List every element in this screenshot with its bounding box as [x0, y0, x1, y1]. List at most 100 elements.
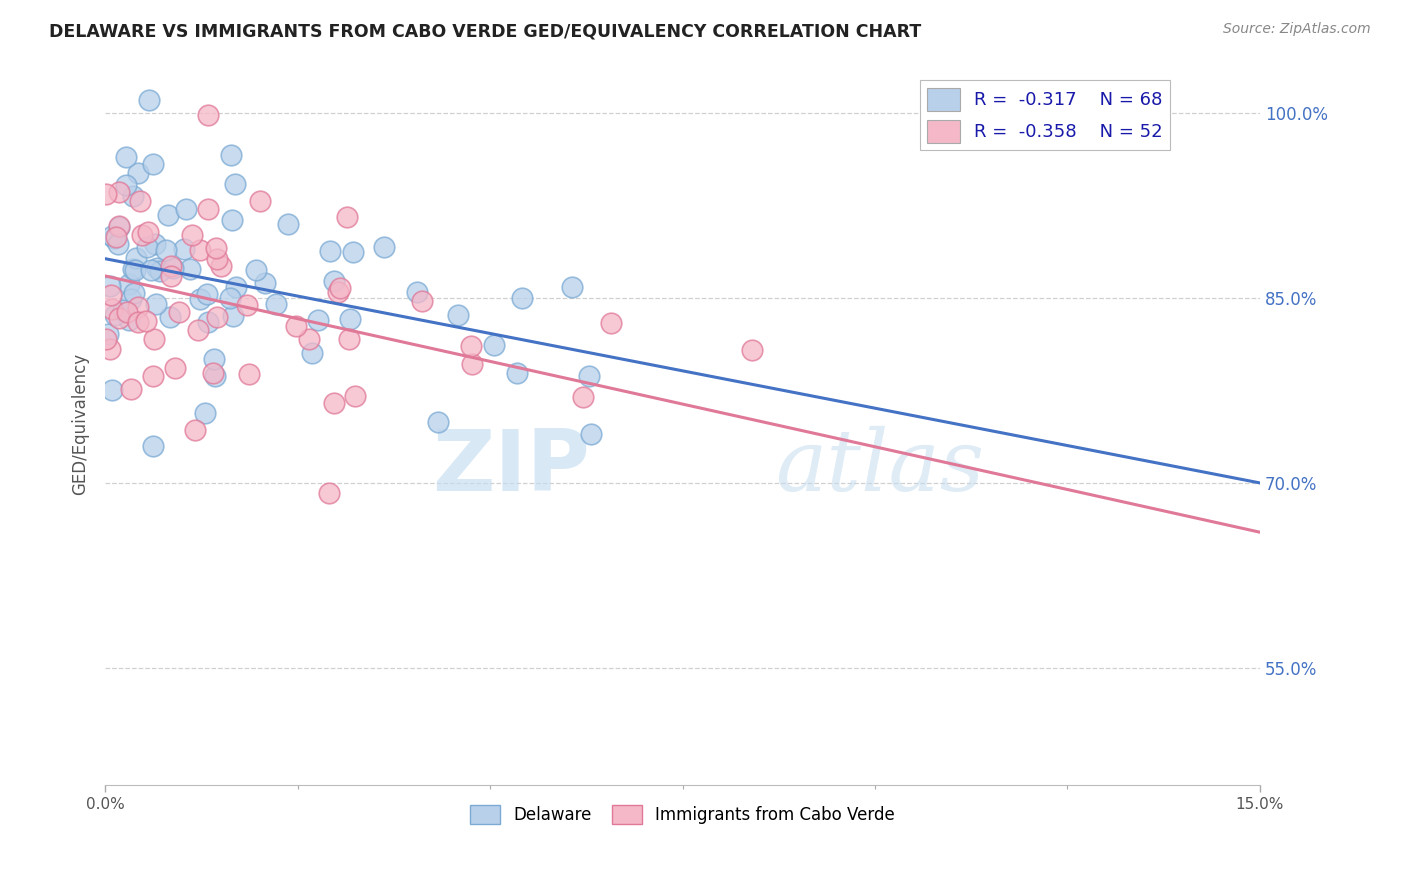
- Point: [160, 260, 183, 274]
- Point: [143, 332, 166, 346]
- Point: [339, 312, 361, 326]
- Point: [155, 243, 177, 257]
- Point: [108, 311, 131, 326]
- Point: [298, 332, 321, 346]
- Point: [142, 157, 165, 171]
- Point: [411, 294, 433, 309]
- Point: [510, 291, 533, 305]
- Point: [108, 219, 131, 234]
- Point: [145, 297, 167, 311]
- Point: [218, 291, 240, 305]
- Point: [124, 262, 146, 277]
- Point: [127, 166, 149, 180]
- Point: [97, 327, 120, 342]
- Point: [238, 368, 260, 382]
- Point: [122, 262, 145, 277]
- Point: [115, 178, 138, 193]
- Point: [336, 210, 359, 224]
- Point: [100, 288, 122, 302]
- Point: [236, 298, 259, 312]
- Point: [108, 219, 131, 234]
- Point: [329, 281, 352, 295]
- Point: [337, 332, 360, 346]
- Point: [120, 382, 142, 396]
- Point: [343, 388, 366, 402]
- Point: [139, 263, 162, 277]
- Point: [301, 346, 323, 360]
- Point: [159, 310, 181, 325]
- Point: [579, 427, 602, 442]
- Point: [599, 317, 621, 331]
- Point: [741, 343, 763, 357]
- Point: [101, 302, 124, 317]
- Point: [146, 261, 169, 276]
- Point: [194, 406, 217, 420]
- Point: [253, 276, 276, 290]
- Point: [127, 301, 149, 315]
- Point: [245, 263, 267, 277]
- Point: [115, 304, 138, 318]
- Point: [181, 228, 204, 243]
- Point: [205, 252, 228, 266]
- Point: [94, 187, 117, 202]
- Point: [426, 416, 449, 430]
- Point: [326, 285, 349, 299]
- Point: [187, 323, 209, 337]
- Point: [96, 332, 118, 346]
- Point: [506, 366, 529, 380]
- Point: [160, 268, 183, 283]
- Point: [202, 351, 225, 366]
- Point: [136, 225, 159, 239]
- Point: [264, 297, 287, 311]
- Point: [323, 274, 346, 288]
- Point: [188, 293, 211, 307]
- Point: [122, 189, 145, 203]
- Point: [103, 308, 125, 322]
- Point: [188, 243, 211, 257]
- Point: [122, 285, 145, 300]
- Point: [221, 148, 243, 162]
- Point: [125, 252, 148, 266]
- Point: [221, 309, 243, 323]
- Point: [249, 194, 271, 209]
- Y-axis label: GED/Equivalency: GED/Equivalency: [72, 353, 89, 495]
- Point: [342, 244, 364, 259]
- Point: [460, 357, 482, 371]
- Point: [115, 150, 138, 164]
- Point: [103, 231, 125, 245]
- Point: [197, 202, 219, 217]
- Point: [100, 383, 122, 397]
- Point: [118, 277, 141, 292]
- Point: [127, 315, 149, 329]
- Point: [225, 279, 247, 293]
- Point: [105, 230, 128, 244]
- Point: [179, 262, 201, 277]
- Point: [578, 368, 600, 383]
- Point: [131, 227, 153, 242]
- Point: [460, 338, 482, 352]
- Point: [197, 107, 219, 121]
- Point: [145, 237, 167, 252]
- Point: [221, 213, 243, 227]
- Point: [406, 285, 429, 299]
- Point: [202, 366, 225, 380]
- Text: Source: ZipAtlas.com: Source: ZipAtlas.com: [1223, 22, 1371, 37]
- Point: [204, 242, 226, 256]
- Point: [129, 194, 152, 209]
- Point: [98, 279, 121, 293]
- Point: [184, 423, 207, 437]
- Point: [572, 390, 595, 404]
- Point: [101, 228, 124, 243]
- Point: [173, 243, 195, 257]
- Point: [135, 240, 157, 254]
- Point: [319, 244, 342, 259]
- Point: [224, 177, 246, 191]
- Point: [142, 438, 165, 452]
- Point: [195, 287, 218, 301]
- Point: [322, 396, 344, 410]
- Point: [135, 314, 157, 328]
- Legend: Delaware, Immigrants from Cabo Verde: Delaware, Immigrants from Cabo Verde: [464, 798, 901, 830]
- Point: [142, 368, 165, 383]
- Point: [163, 361, 186, 376]
- Point: [204, 368, 226, 383]
